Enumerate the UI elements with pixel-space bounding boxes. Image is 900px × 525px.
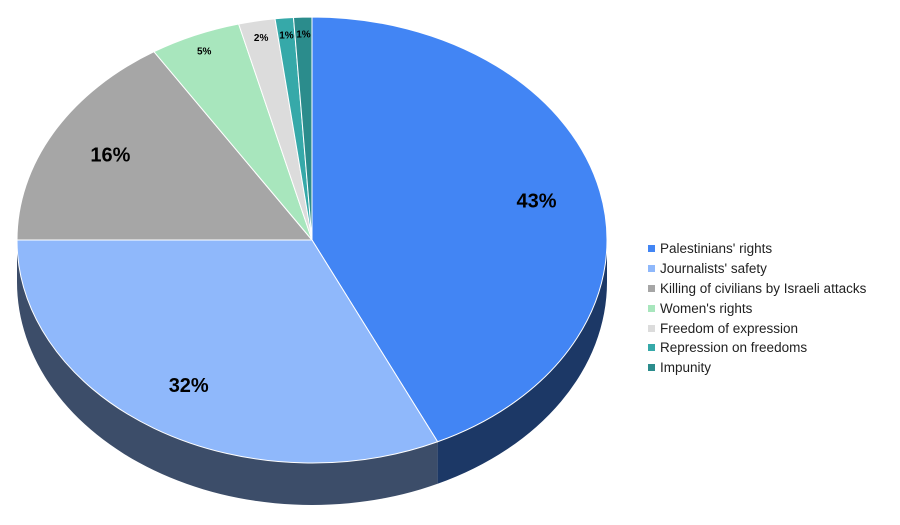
pie-side-1	[437, 240, 607, 484]
legend-swatch	[648, 304, 655, 312]
legend-swatch	[648, 265, 655, 273]
legend-label: Freedom of expression	[660, 320, 799, 336]
pie-label-5: 2%	[254, 33, 269, 44]
legend-item: Freedom of expression	[648, 318, 866, 338]
legend-swatch	[648, 364, 655, 372]
legend-label: Killing of civilians by Israeli attacks	[660, 280, 867, 296]
legend-item: Women's rights	[648, 298, 866, 318]
legend-item: Palestinians' rights	[648, 239, 866, 259]
pie-label-6: 1%	[279, 30, 294, 41]
legend-label: Women's rights	[660, 300, 753, 316]
pie-slice-7	[292, 16, 313, 241]
pie-slice-2	[16, 239, 439, 464]
pie-label-4: 5%	[197, 46, 212, 57]
pie-data-labels: 43% 32% 16% 5% 2% 1% 1%	[90, 30, 556, 398]
pie-label-3: 16%	[90, 144, 130, 166]
pie-label-7: 1%	[296, 30, 311, 41]
legend-label: Impunity	[660, 360, 712, 376]
pie-slices	[16, 16, 608, 464]
legend-label: Repression on freedoms	[660, 340, 808, 356]
legend-item: Repression on freedoms	[648, 338, 866, 358]
pie-label-2: 32%	[169, 375, 209, 397]
legend-swatch	[648, 245, 655, 253]
legend-label: Palestinians' rights	[660, 241, 773, 257]
legend-swatch	[648, 284, 655, 292]
legend-swatch	[648, 324, 655, 332]
pie-slice-1	[311, 16, 608, 443]
legend-swatch	[648, 344, 655, 352]
pie-3d-sides	[17, 240, 607, 505]
pie-label-1: 43%	[517, 190, 557, 212]
pie-side-2	[17, 240, 438, 505]
legend-item: Impunity	[648, 358, 866, 378]
legend-label: Journalists' safety	[660, 261, 767, 277]
legend-item: Journalists' safety	[648, 259, 866, 279]
pie-slice-3	[16, 51, 314, 241]
legend-item: Killing of civilians by Israeli attacks	[648, 279, 866, 299]
legend: Palestinians' rights Journalists' safety K…	[648, 239, 866, 378]
